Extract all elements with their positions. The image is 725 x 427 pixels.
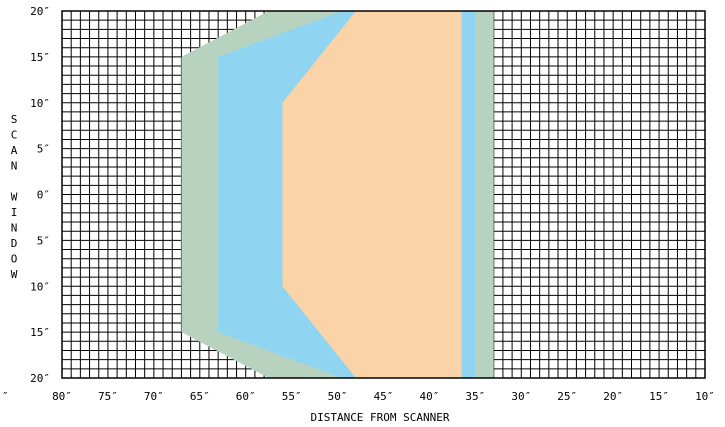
- stray-inch-mark: ″: [2, 390, 9, 403]
- y-tick-label: 5″: [37, 234, 50, 247]
- y-axis-title-letter: C: [11, 129, 18, 142]
- y-tick-label: 10″: [30, 280, 50, 293]
- y-tick-label: 10″: [30, 97, 50, 110]
- y-tick-label: 15″: [30, 326, 50, 339]
- y-axis-title-letter: D: [11, 237, 18, 250]
- coverage-region-3: [282, 11, 462, 378]
- x-tick-label: 30″: [511, 390, 531, 403]
- x-tick-label: 40″: [419, 390, 439, 403]
- x-tick-label: 20″: [603, 390, 623, 403]
- y-axis-title-letter: A: [11, 144, 18, 157]
- y-tick-label: 15″: [30, 51, 50, 64]
- plot-frame: [61, 10, 706, 379]
- x-axis-title: DISTANCE FROM SCANNER: [310, 411, 449, 424]
- x-tick-label: 80″: [52, 390, 72, 403]
- x-tick-label: 55″: [282, 390, 302, 403]
- y-axis-title-letter: N: [11, 222, 18, 235]
- y-tick-label: 20″: [30, 372, 50, 385]
- x-tick-label: 25″: [557, 390, 577, 403]
- y-axis-title-letter: W: [11, 191, 18, 204]
- y-tick-label: 5″: [37, 143, 50, 156]
- x-tick-label: 45″: [374, 390, 394, 403]
- y-axis-title-letter: I: [11, 206, 18, 219]
- y-tick-labels: 20″ 15″ 10″ 5″ 0″ 5″ 10″ 15″ 20″: [30, 5, 50, 385]
- y-axis-title-letter: N: [11, 160, 18, 173]
- x-tick-label: 15″: [649, 390, 669, 403]
- y-tick-label: 20″: [30, 5, 50, 18]
- x-tick-label: 70″: [144, 390, 164, 403]
- y-axis-title-letter: S: [11, 113, 18, 126]
- coverage-regions: [181, 11, 494, 378]
- x-tick-label: 10″: [695, 390, 715, 403]
- x-tick-label: 35″: [465, 390, 485, 403]
- x-tick-label: 75″: [98, 390, 118, 403]
- x-tick-label: 50″: [328, 390, 348, 403]
- y-tick-label: 0″: [37, 189, 50, 202]
- x-tick-label: 65″: [190, 390, 210, 403]
- y-axis-title-letter: O: [11, 253, 18, 266]
- x-tick-labels: 80″ 75″ 70″ 65″ 60″ 55″ 50″ 45″ 40″ 35″ 30″ 25″ 20″ 1…: [52, 390, 715, 403]
- y-axis-title-letter: W: [11, 268, 18, 281]
- x-tick-label: 60″: [236, 390, 256, 403]
